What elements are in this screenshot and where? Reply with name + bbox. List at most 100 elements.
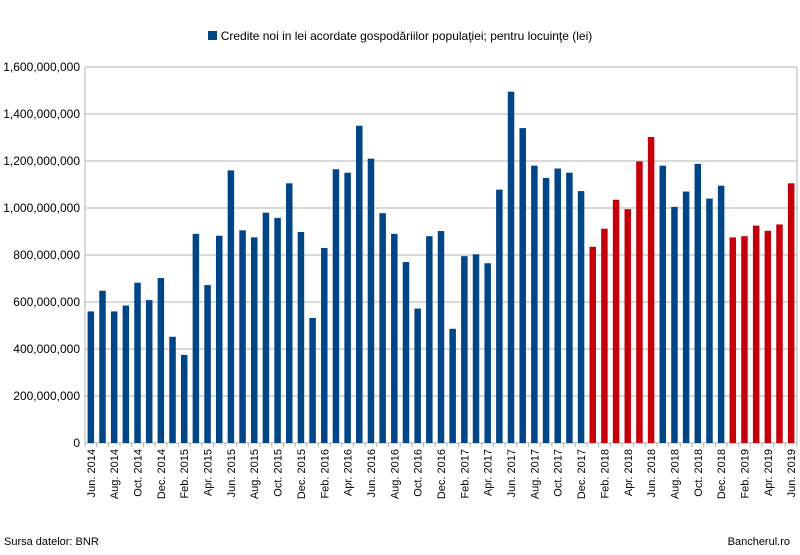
x-tick-label: Feb. 2015 xyxy=(179,449,191,499)
x-tick-label: Dec. 2015 xyxy=(296,449,308,499)
bar xyxy=(157,278,165,443)
bar xyxy=(332,169,340,443)
x-tick-label: Feb. 2018 xyxy=(599,449,611,499)
bar xyxy=(577,191,585,443)
x-tick-label: Aug. 2016 xyxy=(389,449,401,499)
bar xyxy=(87,311,95,443)
bar xyxy=(274,217,281,443)
x-tick-label: Apr. 2017 xyxy=(483,449,495,496)
bar xyxy=(752,225,760,443)
legend-swatch xyxy=(207,31,217,40)
bar xyxy=(204,285,211,443)
bar xyxy=(227,170,235,443)
bar xyxy=(717,185,725,444)
bar xyxy=(531,165,538,443)
bar xyxy=(110,311,118,443)
bar xyxy=(414,308,421,443)
x-tick-label: Apr. 2018 xyxy=(623,449,635,496)
y-tick-label: 600,000,000 xyxy=(13,295,80,309)
bar xyxy=(601,228,608,443)
x-tick-label: Apr. 2015 xyxy=(203,449,215,496)
x-tick-label: Oct. 2015 xyxy=(273,449,285,497)
x-tick-label: Dec. 2014 xyxy=(156,449,168,499)
bar xyxy=(99,290,106,443)
x-tick-label: Aug. 2015 xyxy=(249,449,261,499)
bar xyxy=(612,199,620,443)
x-tick-label: Aug. 2018 xyxy=(669,449,681,499)
bar xyxy=(262,212,270,443)
bar xyxy=(589,246,596,443)
bar xyxy=(787,183,795,443)
bar xyxy=(682,191,690,443)
x-tick-label: Feb. 2019 xyxy=(739,449,751,499)
y-tick-label: 400,000,000 xyxy=(13,342,80,356)
site-credit: Bancherul.ro xyxy=(727,536,790,548)
bar xyxy=(636,161,643,443)
bar xyxy=(180,354,188,443)
bar xyxy=(426,236,433,443)
x-tick-label: Jun. 2019 xyxy=(786,449,798,497)
x-tick-label: Oct. 2018 xyxy=(693,449,705,497)
bar xyxy=(391,233,398,443)
bar xyxy=(286,183,293,443)
bar xyxy=(566,172,573,443)
x-tick-label: Jun. 2018 xyxy=(646,449,658,497)
x-tick-label: Dec. 2018 xyxy=(716,449,728,499)
bar xyxy=(542,177,550,444)
legend-label: Credite noi in lei acordate gospodăriilo… xyxy=(220,29,593,43)
bar xyxy=(145,300,153,443)
bar xyxy=(659,165,667,443)
x-tick-label: Oct. 2017 xyxy=(553,449,565,497)
bar xyxy=(461,256,468,443)
bar xyxy=(356,125,363,443)
x-tick-label: Apr. 2019 xyxy=(763,449,775,496)
bar xyxy=(309,317,316,443)
bar xyxy=(764,230,772,443)
bar xyxy=(379,213,386,443)
bar xyxy=(624,209,632,443)
axes xyxy=(84,67,798,447)
bar xyxy=(297,231,305,443)
x-axis-ticks: Jun. 2014 Aug. 2014 Oct. 2014 Dec. 2014 Feb.… xyxy=(86,449,798,499)
bar xyxy=(344,172,351,443)
x-tick-label: Jun. 2014 xyxy=(86,449,98,497)
y-tick-label: 800,000,000 xyxy=(13,248,80,262)
bars xyxy=(87,91,795,444)
x-tick-label: Jun. 2016 xyxy=(366,449,378,497)
bar xyxy=(706,198,713,443)
x-tick-label: Feb. 2017 xyxy=(459,449,471,499)
y-tick-label: 0 xyxy=(73,436,80,450)
bar xyxy=(367,158,375,443)
x-tick-label: Aug. 2017 xyxy=(529,449,541,499)
bar xyxy=(169,336,176,443)
bar xyxy=(741,236,748,443)
bar xyxy=(134,282,141,443)
bar xyxy=(496,189,503,443)
x-tick-label: Jun. 2017 xyxy=(506,449,518,497)
y-tick-label: 1,000,000,000 xyxy=(3,201,80,215)
bar xyxy=(694,163,702,443)
bar xyxy=(250,237,258,443)
y-axis-ticks: 0 200,000,000 400,000,000 600,000,000 800,00… xyxy=(3,60,80,450)
bar xyxy=(519,128,526,443)
bar xyxy=(215,235,223,443)
x-tick-label: Dec. 2016 xyxy=(436,449,448,499)
y-tick-label: 1,200,000,000 xyxy=(3,154,80,168)
bar xyxy=(507,91,515,444)
data-source-note: Sursa datelor: BNR xyxy=(4,536,99,548)
x-tick-label: Aug. 2014 xyxy=(109,449,121,499)
bar xyxy=(472,254,480,443)
bar xyxy=(321,247,328,443)
x-tick-label: Dec. 2017 xyxy=(576,449,588,499)
bar xyxy=(729,237,737,443)
bar xyxy=(239,230,246,443)
x-tick-label: Feb. 2016 xyxy=(319,449,331,499)
bar xyxy=(484,263,491,443)
x-tick-label: Oct. 2014 xyxy=(133,449,145,497)
bar xyxy=(122,305,130,443)
bar xyxy=(647,137,655,443)
chart-legend: Credite noi in lei acordate gospodăriilo… xyxy=(0,28,800,44)
bar xyxy=(449,328,456,443)
bar xyxy=(192,233,200,443)
